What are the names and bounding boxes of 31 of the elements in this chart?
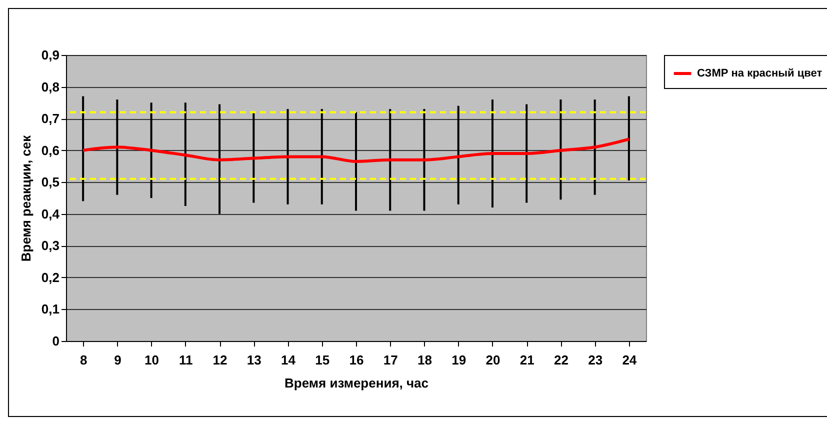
x-tick-label: 22 bbox=[554, 352, 568, 368]
y-tick-label: 0,1 bbox=[41, 302, 60, 317]
y-tick-label: 0,2 bbox=[41, 270, 60, 285]
line-series bbox=[82, 138, 630, 163]
x-tick-label: 24 bbox=[622, 352, 638, 368]
y-tick-label: 0,5 bbox=[41, 174, 60, 190]
y-tick-label: 0,6 bbox=[41, 142, 60, 158]
x-tick-label: 17 bbox=[383, 352, 398, 368]
x-tick-label: 23 bbox=[588, 352, 603, 368]
x-tick-label: 12 bbox=[212, 352, 228, 368]
x-tick-label: 14 bbox=[281, 352, 296, 368]
x-tick-label: 11 bbox=[179, 352, 193, 368]
x-tick-label: 9 bbox=[114, 352, 122, 368]
y-tick-label: 0,7 bbox=[41, 111, 60, 126]
y-tick-label: 0,4 bbox=[41, 206, 60, 222]
x-axis-title: Время измерения, час bbox=[284, 376, 429, 390]
x-tick-label: 8 bbox=[80, 352, 88, 368]
x-tick-label: 19 bbox=[452, 352, 466, 368]
x-tick-label: 20 bbox=[486, 352, 500, 368]
x-tick-label: 13 bbox=[246, 352, 262, 368]
y-tick-label: 0,3 bbox=[41, 238, 60, 254]
legend-label: СЗМР на красный цвет bbox=[697, 68, 823, 80]
x-tick-label: 10 bbox=[144, 352, 160, 368]
y-tick-label: 0,9 bbox=[41, 48, 60, 62]
x-tick-label: 16 bbox=[349, 352, 364, 368]
x-tick-label: 15 bbox=[315, 352, 330, 368]
y-axis-title: Время реакции, сек bbox=[18, 134, 34, 262]
x-tick-label: 21 bbox=[520, 352, 534, 368]
y-tick-label: 0 bbox=[52, 334, 60, 348]
x-tick-label: 18 bbox=[418, 352, 432, 368]
y-tick-label: 0,8 bbox=[41, 79, 60, 94]
